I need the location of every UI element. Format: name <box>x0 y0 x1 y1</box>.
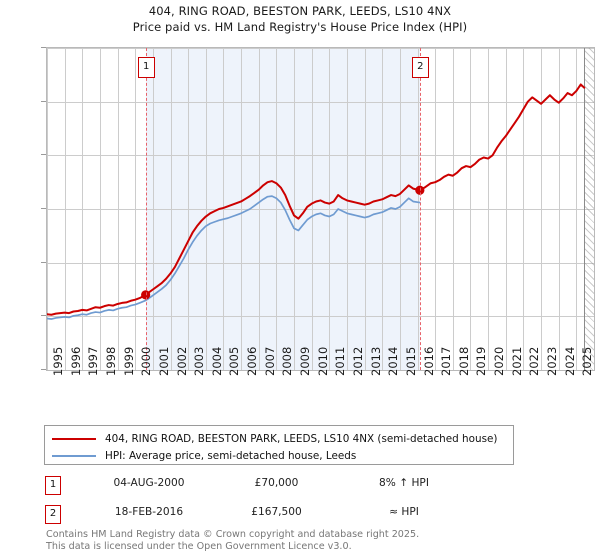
x-axis-tick-label: 2011 <box>333 346 348 376</box>
sale-event-flag[interactable]: 2 <box>411 57 429 78</box>
gridline-horizontal <box>47 209 594 210</box>
gridline-horizontal <box>47 263 594 264</box>
x-axis-tick-label: 2006 <box>245 346 260 376</box>
gridline-horizontal <box>47 316 594 317</box>
transaction-hpi-delta: 8% ↑ HPI <box>379 477 429 489</box>
y-axis-tick <box>41 154 46 156</box>
title-line-1: 404, RING ROAD, BEESTON PARK, LEEDS, LS1… <box>148 4 452 18</box>
gridline-vertical <box>594 48 595 370</box>
x-axis-tick-label: 1995 <box>51 346 65 376</box>
x-axis-tick-label: 2020 <box>492 346 507 376</box>
price-chart-plot-area <box>46 47 595 371</box>
title-line-2: Price paid vs. HM Land Registry's House … <box>132 20 468 34</box>
gridline-horizontal <box>47 102 594 103</box>
x-axis-tick-label: 2021 <box>509 346 524 376</box>
legend-item-property: 404, RING ROAD, BEESTON PARK, LEEDS, LS1… <box>52 430 506 447</box>
transaction-badge: 2 <box>45 505 61 524</box>
legend-label-property: 404, RING ROAD, BEESTON PARK, LEEDS, LS1… <box>105 432 498 445</box>
x-axis-tick-label: 2007 <box>262 346 277 376</box>
transaction-price: £167,500 <box>251 506 302 518</box>
y-axis-tick <box>41 47 46 48</box>
transaction-hpi-delta: ≈ HPI <box>389 506 419 518</box>
transaction-price: £70,000 <box>254 477 299 489</box>
x-axis-tick-label: 2000 <box>139 346 154 376</box>
x-axis-tick-label: 2023 <box>545 346 560 376</box>
y-axis-tick <box>41 369 46 370</box>
y-axis-tick <box>41 315 46 317</box>
x-axis-tick-label: 2001 <box>156 346 171 376</box>
y-axis-tick <box>41 100 46 102</box>
legend-item-hpi: HPI: Average price, semi-detached house,… <box>52 447 506 464</box>
x-axis-tick-label: 2018 <box>456 346 471 376</box>
x-axis-tick-label: 2013 <box>368 346 383 376</box>
x-axis-tick-label: 2002 <box>174 346 189 376</box>
legend-label-hpi: HPI: Average price, semi-detached house,… <box>105 449 357 462</box>
x-axis-tick-label: 2017 <box>439 346 454 376</box>
footer-line-1: Contains HM Land Registry data © Crown c… <box>46 529 420 540</box>
x-axis-tick-label: 2014 <box>386 346 401 376</box>
series-line-hpi <box>47 195 421 320</box>
transaction-row: 1 04-AUG-2000 £70,000 8% ↑ HPI <box>44 476 564 498</box>
x-axis-tick-label: 2010 <box>315 346 330 376</box>
y-axis-tick <box>41 208 46 209</box>
transaction-badge: 1 <box>45 476 61 495</box>
series-line-property <box>47 83 586 316</box>
legend-swatch-hpi <box>52 454 96 457</box>
x-axis-tick-label: 2025 <box>580 346 595 376</box>
transaction-date: 18-FEB-2016 <box>114 506 184 518</box>
x-axis-tick-label: 2016 <box>421 346 436 376</box>
x-axis-tick-label: 2022 <box>527 346 542 376</box>
x-axis-tick-label: 2005 <box>227 346 242 376</box>
gridline-horizontal <box>47 48 594 49</box>
page-title: 404, RING ROAD, BEESTON PARK, LEEDS, LS1… <box>0 3 600 35</box>
gridline-horizontal <box>47 155 594 156</box>
transaction-date: 04-AUG-2000 <box>113 477 185 489</box>
sale-event-flag[interactable]: 1 <box>137 57 155 78</box>
sale-event-line <box>145 48 147 370</box>
x-axis-tick-label: 2024 <box>562 346 577 376</box>
copyright-footer: Contains HM Land Registry data © Crown c… <box>46 529 591 552</box>
x-axis-tick-label: 2019 <box>474 346 489 376</box>
x-axis-tick-label: 2003 <box>192 346 207 376</box>
chart-legend: 404, RING ROAD, BEESTON PARK, LEEDS, LS1… <box>44 425 514 465</box>
y-axis-tick <box>41 261 46 263</box>
transaction-row: 2 18-FEB-2016 £167,500 ≈ HPI <box>44 505 564 527</box>
x-axis-tick-label: 1998 <box>103 346 118 376</box>
x-axis-tick-label: 2015 <box>403 346 418 376</box>
x-axis-tick-label: 2008 <box>280 346 295 376</box>
x-axis-tick-label: 1996 <box>68 346 83 376</box>
legend-swatch-property <box>52 437 96 440</box>
x-axis-tick-label: 2012 <box>350 346 365 376</box>
footer-line-2: This data is licensed under the Open Gov… <box>46 540 352 552</box>
x-axis-tick-label: 2009 <box>298 346 313 376</box>
x-axis-tick-label: 2004 <box>209 346 224 376</box>
sale-event-line <box>419 48 421 370</box>
x-axis-tick-label: 1999 <box>121 346 136 376</box>
x-axis-tick-label: 1997 <box>86 346 101 376</box>
series-container <box>47 83 586 320</box>
projected-period-hatching <box>584 48 594 370</box>
